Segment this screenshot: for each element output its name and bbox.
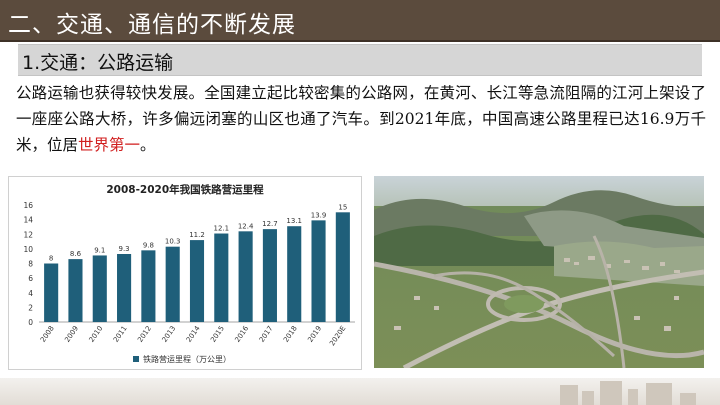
railway-chart: 2008-2020年我国铁路营运里程 0 2 4 6 8 10 12 14 16 8 8.6 9.1…: [8, 176, 362, 370]
legend-swatch: [133, 356, 139, 362]
paragraph-highlight-text: 世界第一: [78, 136, 141, 154]
y-tick-label: 10: [23, 245, 33, 254]
y-tick-label: 6: [28, 274, 33, 283]
footer-building: [582, 391, 594, 405]
chart-title: 2008-2020年我国铁路营运里程: [106, 183, 264, 196]
slide-title-bar: 二、交通、通信的不断发展: [0, 0, 720, 42]
highway-interchange-image: [374, 176, 704, 368]
bar-value-label: 11.2: [189, 231, 205, 239]
x-tick-label: 2011: [112, 325, 129, 344]
bar-value-label: 13.9: [311, 211, 327, 219]
bar: [238, 231, 253, 322]
bar: [68, 259, 83, 322]
highway-interchange-photo: [374, 176, 704, 368]
section-heading-bar: 1.交通：公路运输: [18, 44, 702, 76]
bar: [92, 255, 107, 322]
bar: [335, 212, 350, 322]
x-tick-label: 2010: [88, 325, 105, 344]
y-tick-label: 4: [28, 289, 33, 298]
y-tick-label: 8: [28, 260, 33, 269]
footer-building: [600, 381, 622, 405]
bar: [141, 250, 156, 322]
bar-value-label: 12.7: [262, 220, 278, 228]
paragraph-main-text: 公路运输也获得较快发展。全国建立起比较密集的公路网，在黄河、长江等急流阻隔的江河…: [16, 84, 706, 154]
bar-value-label: 8.6: [70, 250, 82, 258]
bar-value-label: 9.3: [119, 245, 130, 253]
section-heading: 1.交通：公路运输: [22, 52, 174, 74]
bar-value-label: 12.4: [238, 222, 254, 230]
bar-value-label: 9.1: [94, 246, 105, 254]
footer-decoration: [0, 378, 720, 405]
y-tick-label: 16: [23, 201, 33, 210]
bar-value-label: 10.3: [165, 238, 181, 246]
bar: [189, 240, 205, 322]
bar: [287, 226, 302, 322]
railway-chart-svg: 2008-2020年我国铁路营运里程 0 2 4 6 8 10 12 14 16 8 8.6 9.1…: [23, 183, 355, 364]
x-tick-label: 2013: [161, 325, 178, 344]
bar-value-label: 13.1: [286, 217, 302, 225]
x-tick-label: 2018: [282, 325, 299, 344]
bar: [117, 253, 132, 322]
y-tick-label: 0: [28, 318, 33, 327]
legend-label: 铁路营运里程（万公里）: [143, 354, 231, 364]
bar-value-label: 12.1: [214, 225, 230, 233]
body-paragraph: 公路运输也获得较快发展。全国建立起比较密集的公路网，在黄河、长江等急流阻隔的江河…: [16, 80, 706, 158]
bar-value-label: 9.8: [143, 241, 154, 249]
bar-value-label: 8: [49, 255, 53, 263]
footer-building: [628, 389, 638, 405]
x-tick-label: 2014: [185, 324, 202, 344]
x-tick-label: 2020E: [328, 325, 347, 348]
x-tick-label: 2009: [63, 325, 80, 344]
x-tick-label: 2016: [233, 324, 250, 344]
bar: [262, 229, 277, 322]
footer-building: [680, 393, 696, 405]
x-tick-label: 2012: [136, 325, 153, 344]
footer-building: [560, 385, 578, 405]
x-tick-label: 2019: [306, 325, 323, 344]
bar-series: 8 8.6 9.1 9.3 9.8 10.3 11.2 12.1 12.4 12.7 13.1 13.…: [44, 203, 350, 322]
bar: [165, 246, 180, 322]
y-tick-label: 2: [28, 303, 33, 312]
slide-title: 二、交通、通信的不断发展: [8, 12, 296, 38]
y-tick-label: 12: [23, 230, 33, 239]
y-tick-label: 14: [23, 216, 33, 225]
x-tick-label: 2015: [209, 325, 226, 344]
x-axis-labels: 2008 2009 2010 2011 2012 2013 2014 2015 2016 2017…: [39, 324, 347, 347]
paragraph-end-text: 。: [140, 136, 156, 154]
bar: [44, 263, 59, 322]
footer-building: [646, 383, 672, 405]
bar-value-label: 15: [338, 203, 347, 211]
x-tick-label: 2017: [258, 325, 275, 344]
bar: [311, 220, 326, 322]
x-tick-label: 2008: [39, 325, 56, 344]
bar: [214, 233, 229, 322]
y-axis-ticks: 0 2 4 6 8 10 12 14 16: [23, 201, 33, 327]
